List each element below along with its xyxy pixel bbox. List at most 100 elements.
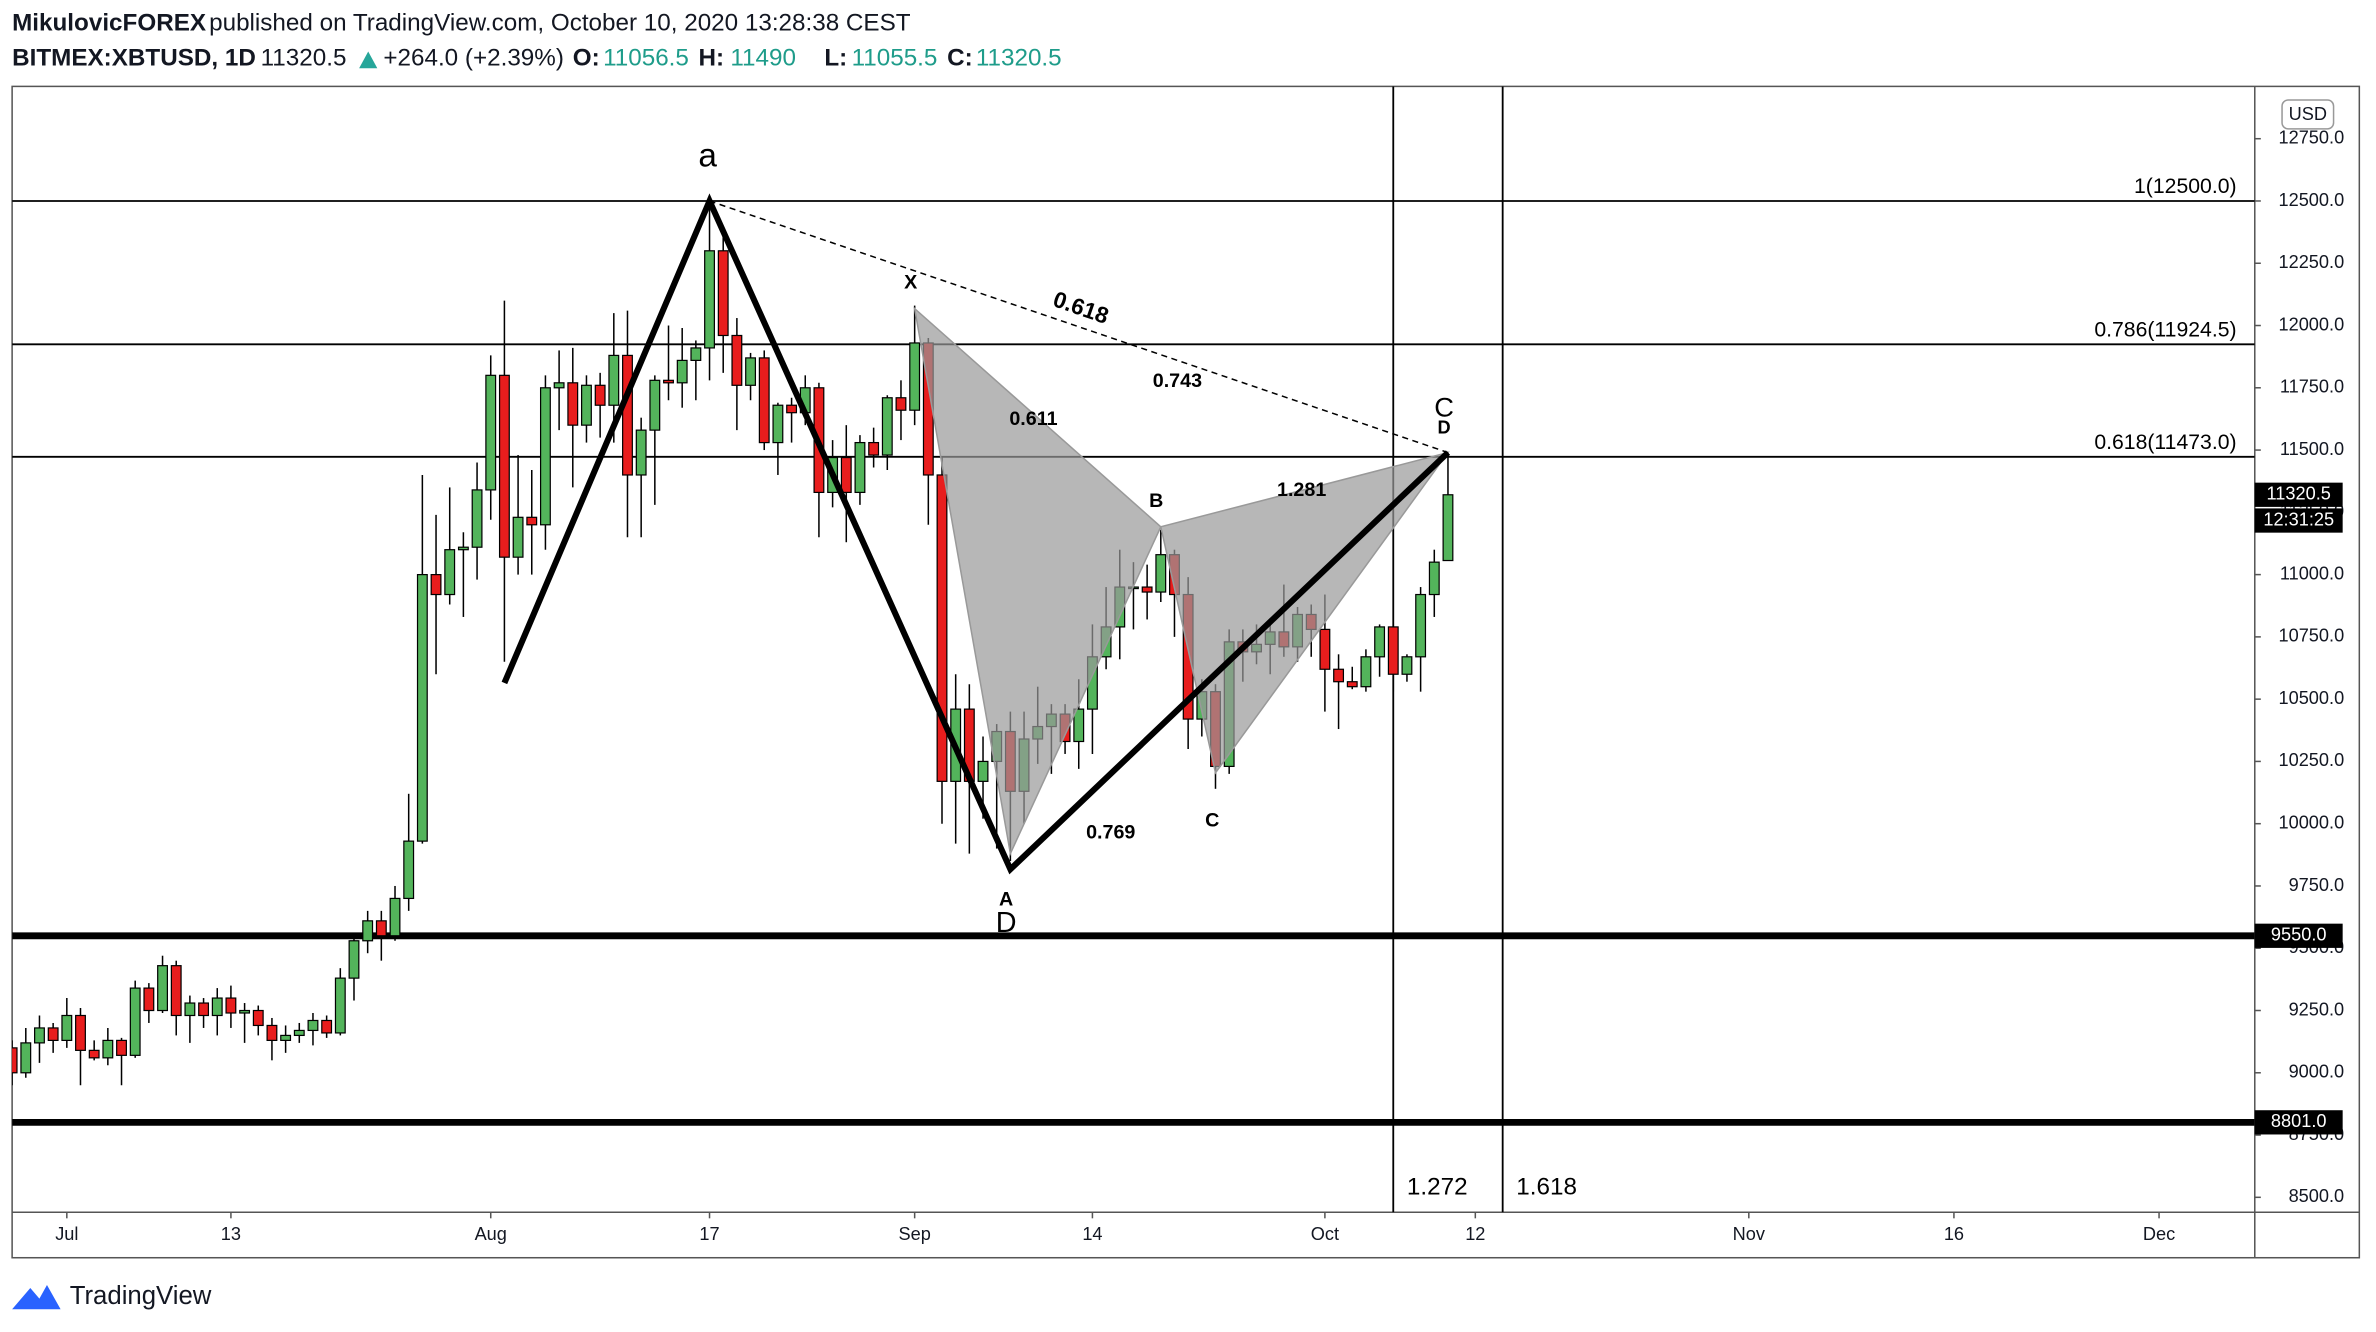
candle-body bbox=[1346, 681, 1358, 688]
candle-body bbox=[840, 456, 852, 494]
candle-body bbox=[1387, 626, 1399, 675]
candle-body bbox=[663, 379, 674, 384]
pattern-label: 1.281 bbox=[1277, 479, 1326, 501]
candle-body bbox=[389, 897, 401, 937]
x-tick-label: Nov bbox=[1733, 1224, 1766, 1244]
candle-body bbox=[198, 1002, 210, 1017]
fib-level-label: 0.786(11924.5) bbox=[2094, 318, 2236, 341]
candle-body bbox=[936, 474, 948, 782]
candle-body bbox=[635, 429, 647, 476]
candle-body bbox=[116, 1039, 127, 1056]
candle-body bbox=[47, 1027, 59, 1042]
candle-body bbox=[157, 965, 168, 1012]
pattern-label: 0.769 bbox=[1086, 822, 1135, 844]
candle-body bbox=[88, 1049, 100, 1059]
pattern-label: a bbox=[698, 137, 717, 174]
harmonic-bcd bbox=[1159, 451, 1450, 775]
candle-body bbox=[704, 250, 715, 349]
last-price: 11320.5 bbox=[261, 45, 347, 72]
pattern-label: A bbox=[999, 888, 1013, 910]
candle-body bbox=[1333, 668, 1345, 683]
candle-body bbox=[1073, 708, 1085, 743]
pattern-label: C bbox=[1205, 810, 1219, 832]
candle-body bbox=[1360, 656, 1372, 688]
fib-level-label: 0.618(11473.0) bbox=[2094, 431, 2236, 454]
candle-body bbox=[20, 1042, 32, 1074]
candle-body bbox=[184, 1002, 196, 1017]
brand: TradingView bbox=[70, 1282, 212, 1310]
candle-body bbox=[75, 1014, 86, 1051]
trend-line bbox=[709, 200, 1449, 454]
x-tick-label: Sep bbox=[898, 1224, 930, 1244]
y-tick-label: 9250.0 bbox=[2289, 999, 2345, 1019]
candle-body bbox=[321, 1019, 333, 1034]
candle-body bbox=[170, 965, 182, 1017]
candle-body bbox=[143, 987, 155, 1012]
candle-body bbox=[416, 573, 428, 842]
y-tick-label: 12000.0 bbox=[2278, 314, 2344, 334]
fib-time-label: 1.272 bbox=[1407, 1173, 1468, 1200]
candle-body bbox=[581, 384, 592, 426]
currency-button[interactable] bbox=[2281, 99, 2335, 130]
candle-body bbox=[526, 516, 538, 526]
pattern-label: D bbox=[1438, 418, 1451, 438]
currency[interactable]: USD bbox=[2289, 104, 2327, 124]
candle-body bbox=[1401, 656, 1413, 675]
y-tick-label: 12750.0 bbox=[2278, 128, 2344, 148]
candle-body bbox=[239, 1009, 251, 1014]
candle-body bbox=[786, 404, 798, 414]
candle-body bbox=[1415, 593, 1427, 658]
countdown-tag bbox=[2254, 508, 2343, 533]
candle-body bbox=[211, 997, 223, 1017]
candle-body bbox=[1374, 626, 1386, 658]
y-tick-label: 12250.0 bbox=[2278, 252, 2344, 272]
x-tick-label: 12 bbox=[1465, 1224, 1485, 1244]
footer-logo: TradingView bbox=[12, 1282, 212, 1310]
candle-body bbox=[348, 940, 360, 979]
candle-body bbox=[12, 1047, 18, 1074]
candle-body bbox=[471, 489, 483, 548]
candle-body bbox=[854, 441, 866, 494]
candle-body bbox=[266, 1024, 278, 1042]
y-tick-label: 10500.0 bbox=[2278, 688, 2344, 708]
price-tag-label: 8801.0 bbox=[2271, 1111, 2327, 1131]
candle-body bbox=[553, 382, 565, 389]
y-tick-label: 9750.0 bbox=[2289, 875, 2345, 895]
open-label: O: bbox=[573, 45, 600, 72]
x-tick-label: Aug bbox=[475, 1224, 507, 1244]
plot-area: 1(12500.0) 0.786(11924.5) 0.618(11473.0) 1.… bbox=[12, 86, 2255, 1213]
candle-body bbox=[457, 546, 469, 551]
logo-icon bbox=[12, 1285, 61, 1310]
candle-body bbox=[567, 382, 579, 426]
pattern-label: 0.743 bbox=[1153, 370, 1202, 392]
candle-body bbox=[403, 840, 415, 900]
y-tick-label: 12500.0 bbox=[2278, 190, 2344, 210]
candle-body bbox=[485, 374, 497, 491]
candle-body bbox=[622, 354, 633, 476]
published: published on TradingView.com, October 10… bbox=[209, 10, 911, 37]
candle-body bbox=[868, 441, 880, 456]
close-value: 11320.5 bbox=[976, 45, 1062, 72]
axes: 8500.08750.09000.09250.09500.09750.01000… bbox=[55, 128, 2344, 1244]
x-tick-label: 14 bbox=[1082, 1224, 1102, 1244]
candle-body bbox=[129, 987, 141, 1056]
candle-body bbox=[909, 342, 921, 411]
pattern-label: X bbox=[904, 272, 917, 294]
candle-body bbox=[225, 997, 237, 1014]
candle-body bbox=[252, 1009, 264, 1027]
pattern-label: B bbox=[1149, 490, 1163, 512]
y-tick-label: 8500.0 bbox=[2289, 1186, 2345, 1206]
y-tick-label: 10000.0 bbox=[2278, 812, 2344, 832]
y-tick-label: 10750.0 bbox=[2278, 626, 2344, 646]
candle-body bbox=[676, 359, 688, 384]
candle-body bbox=[539, 387, 551, 526]
candle-body bbox=[307, 1019, 319, 1032]
y-tick-label: 11000.0 bbox=[2280, 563, 2344, 583]
change: +264.0 (+2.39%) bbox=[383, 45, 564, 72]
pattern-label: C bbox=[1434, 391, 1454, 422]
y-tick-label: 10250.0 bbox=[2278, 750, 2344, 770]
up-arrow bbox=[359, 51, 378, 69]
candle-body bbox=[34, 1027, 45, 1044]
